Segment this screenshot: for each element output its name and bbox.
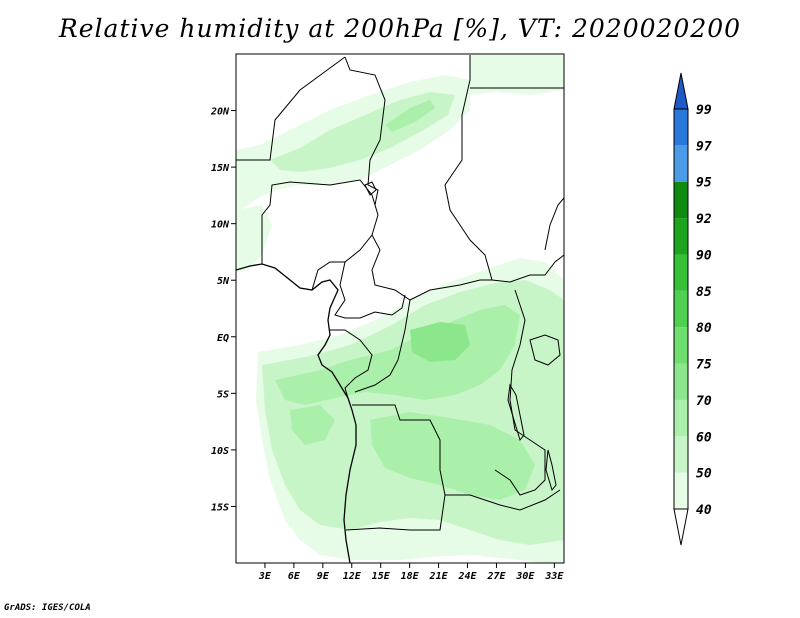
border-zambia — [445, 489, 561, 511]
map-frame — [235, 53, 565, 564]
colorbar-segment — [674, 254, 688, 291]
colorbar-segment — [674, 109, 688, 146]
lat-tick-label: 15N — [211, 163, 230, 174]
lon-tick-label: 12E — [343, 571, 362, 582]
lake-malawi — [545, 449, 557, 492]
lon-tick-label: 6E — [288, 571, 301, 582]
colorbar-below-triangle — [673, 508, 689, 546]
lon-tick-label: 30E — [515, 571, 535, 582]
colorbar-label: 92 — [696, 212, 712, 227]
border-nigeria — [261, 179, 379, 291]
colorbar-label: 75 — [696, 358, 712, 373]
humidity-streak — [385, 100, 435, 132]
lake-chad — [364, 181, 377, 196]
humidity-field — [236, 55, 564, 563]
humidity-region-west — [236, 205, 272, 272]
colorbar-label: 90 — [696, 248, 712, 263]
humidity-patch-2 — [370, 412, 535, 500]
lat-tick-label: 20N — [210, 107, 230, 118]
border-chad-sudan — [444, 55, 493, 281]
lat-tick-label: 5S — [217, 389, 229, 400]
lon-tick-label: 33E — [544, 571, 564, 582]
lon-tick-label: 9E — [317, 571, 330, 582]
lat-tick-label: EQ — [217, 333, 229, 344]
colorbar-above-triangle — [673, 72, 689, 110]
colorbar-label: 95 — [696, 176, 712, 191]
border-south-sudan — [491, 254, 564, 283]
colorbar-label: 50 — [696, 467, 712, 482]
lon-tick-label: 3E — [258, 571, 272, 582]
colorbar: 40 50 60 70 75 80 85 90 92 95 97 99 — [673, 72, 712, 546]
border-drc-west — [354, 299, 411, 393]
border-ethiopia — [544, 197, 564, 251]
humidity-patch-3 — [410, 322, 470, 362]
lon-tick-label: 27E — [486, 571, 506, 582]
lake-victoria — [529, 334, 561, 366]
coastline-gulf-of-guinea — [236, 263, 357, 563]
border-drc-east — [494, 289, 546, 496]
lat-tick-label: 10N — [211, 220, 230, 231]
colorbar-label: 85 — [696, 285, 712, 300]
border-sahara-1 — [236, 56, 346, 161]
lat-tick-label: 5N — [217, 276, 230, 287]
colorbar-segment — [674, 436, 688, 473]
border-cameroon — [334, 261, 406, 319]
lat-tick-label: 15S — [211, 502, 229, 513]
colorbar-label: 70 — [696, 394, 712, 409]
border-car — [371, 234, 492, 301]
colorbar-frame — [673, 108, 689, 510]
humidity-region-east — [470, 55, 564, 95]
lon-tick-label: 24E — [457, 571, 477, 582]
lat-tick-label: 10S — [211, 446, 229, 457]
lon-tick-label: 18E — [401, 571, 420, 582]
colorbar-segment — [674, 181, 688, 219]
colorbar-segment — [674, 218, 688, 255]
colorbar-label: 80 — [696, 321, 712, 336]
lake-tanganyika — [507, 383, 525, 442]
grads-credit: GrADS: IGES/COLA — [4, 603, 91, 613]
colorbar-label: 97 — [696, 139, 712, 154]
latitude-axis: 20N 15N 10N 5N EQ 5S 10S 15S — [210, 107, 236, 513]
colorbar-label: 99 — [696, 103, 712, 118]
colorbar-segment — [674, 363, 688, 400]
colorbar-segment — [674, 145, 688, 182]
lon-tick-label: 15E — [372, 571, 391, 582]
colorbar-segment — [674, 327, 688, 364]
colorbar-label: 60 — [696, 430, 712, 445]
colorbar-label: 40 — [696, 503, 712, 518]
lon-tick-label: 21E — [429, 571, 449, 582]
humidity-patch-4 — [290, 405, 335, 445]
border-namibia — [345, 494, 446, 531]
map-title: Relative humidity at 200hPa [%], VT: 202… — [58, 14, 742, 43]
colorbar-segment — [674, 472, 688, 509]
colorbar-segment — [674, 290, 688, 328]
border-congo — [330, 329, 373, 399]
border-angola — [352, 404, 446, 496]
longitude-axis: 3E 6E 9E 12E 15E 18E 21E 24E 27E 30E 33E — [258, 563, 564, 582]
boundaries — [236, 55, 564, 563]
colorbar-segment — [674, 399, 688, 437]
